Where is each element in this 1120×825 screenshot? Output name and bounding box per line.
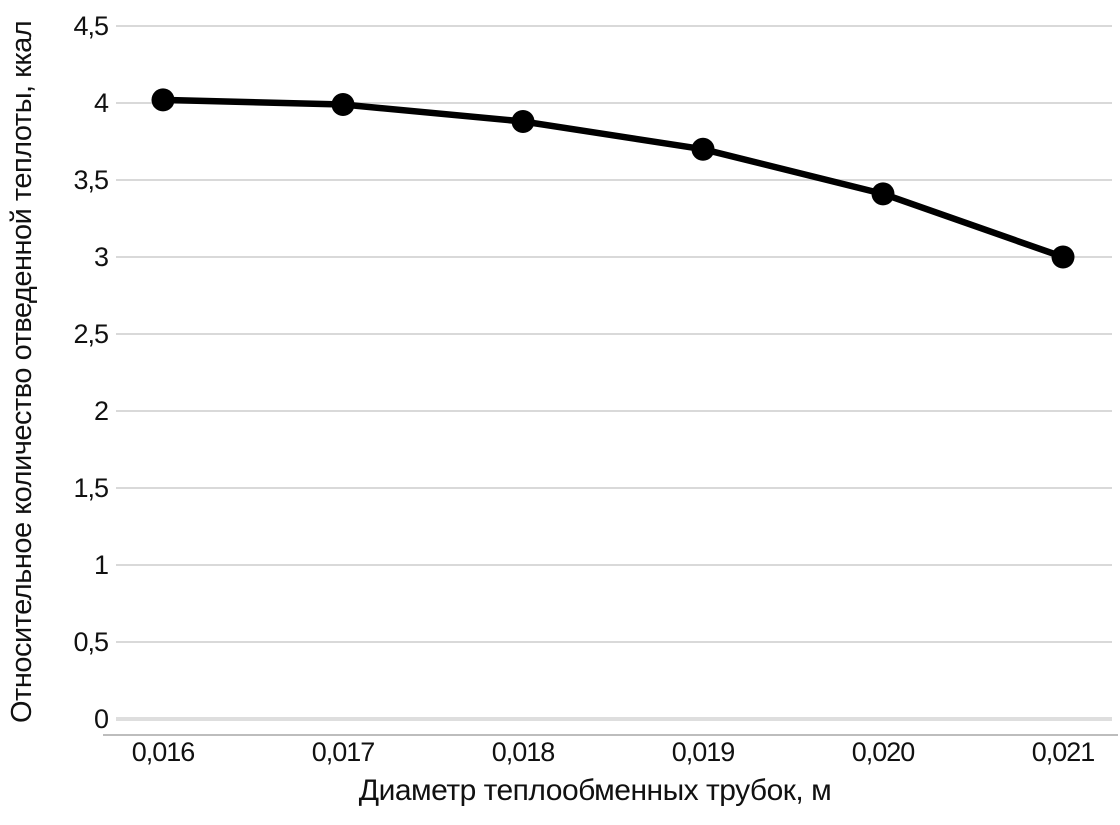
y-tick-label: 4,5 [73,11,109,41]
y-tick-label: 1,5 [73,473,109,503]
y-tick-label: 3 [93,242,109,272]
y-tick-label: 2 [93,396,109,426]
y-tick-label: 0 [93,704,109,734]
x-axis-title: Диаметр теплообменных трубок, м [358,774,832,807]
y-tick-label: 1 [93,550,109,580]
x-tick-label: 0,018 [491,737,556,767]
y-tick-label: 3,5 [73,165,109,195]
y-tick-label: 0,5 [73,627,109,657]
x-tick-label: 0,020 [851,737,916,767]
x-tick-label: 0,016 [131,737,196,767]
x-tick-label: 0,017 [311,737,376,767]
y-tick-label: 2,5 [73,319,109,349]
y-tick-label: 4 [93,88,109,118]
x-tick-label: 0,021 [1031,737,1096,767]
x-tick-label: 0,019 [671,737,736,767]
